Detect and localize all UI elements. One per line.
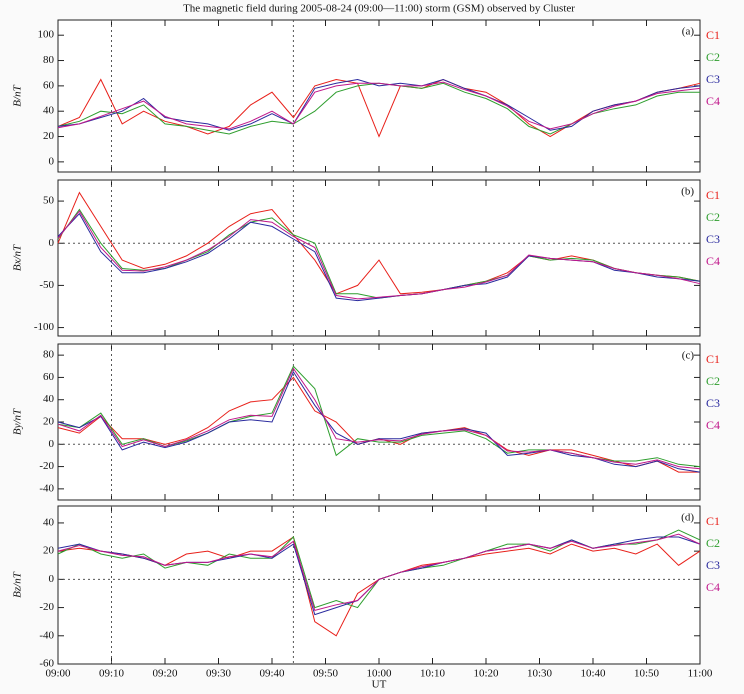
series-line <box>57 78 701 131</box>
legend-label: C1 <box>706 188 720 202</box>
y-tick-label: 40 <box>43 393 55 405</box>
y-axis-label: Bx/nT <box>12 244 24 271</box>
y-tick-label: -60 <box>39 658 54 670</box>
figure-title: The magnetic field during 2005-08-24 (09… <box>183 3 575 15</box>
legend-label: C4 <box>706 580 720 594</box>
y-tick-label: 60 <box>43 371 55 383</box>
legend-label: C1 <box>706 352 720 366</box>
y-axis-label: Bz/nT <box>12 571 24 598</box>
legend-label: C2 <box>706 536 720 550</box>
x-tick-label: 09:50 <box>313 668 339 680</box>
x-tick-label: 09:20 <box>152 668 178 680</box>
x-tick-label: 09:30 <box>206 668 232 680</box>
y-tick-label: 0 <box>49 155 55 167</box>
plot-area <box>57 179 701 337</box>
y-tick-label: -40 <box>39 629 54 641</box>
y-tick-label: 40 <box>43 516 55 528</box>
y-tick-label: 20 <box>43 545 55 557</box>
x-tick-label: 10:00 <box>366 668 392 680</box>
y-tick-label: 40 <box>43 105 55 117</box>
legend-label: C3 <box>706 396 720 410</box>
y-tick-label: 20 <box>43 416 55 428</box>
legend-label: C2 <box>706 374 720 388</box>
x-tick-label: 11:00 <box>688 668 713 680</box>
y-tick-label: 20 <box>43 130 55 142</box>
panel-label: (d) <box>681 512 694 524</box>
legend-label: C1 <box>706 514 720 528</box>
y-tick-label: 80 <box>43 54 55 66</box>
x-tick-label: 10:20 <box>473 668 499 680</box>
y-axis-label: By/nT <box>12 408 24 435</box>
y-tick-label: -20 <box>39 460 54 472</box>
series-line <box>57 367 701 470</box>
series-line <box>57 81 701 130</box>
panel-label: (b) <box>681 186 694 198</box>
y-tick-label: -50 <box>39 279 54 291</box>
x-tick-label: 09:40 <box>259 668 285 680</box>
plot-area <box>57 19 701 173</box>
legend-label: C1 <box>706 28 720 42</box>
x-axis-label: UT <box>372 679 387 691</box>
series-line <box>57 533 701 612</box>
x-tick-label: 10:30 <box>527 668 553 680</box>
y-tick-label: 0 <box>49 573 55 585</box>
y-tick-label: 60 <box>43 79 55 91</box>
x-tick-label: 10:50 <box>634 668 660 680</box>
legend-label: C2 <box>706 210 720 224</box>
y-tick-label: -20 <box>39 601 54 613</box>
y-axis-label: B/nT <box>12 84 24 106</box>
panel-label: (c) <box>682 350 695 362</box>
plot-area <box>57 505 701 665</box>
x-tick-label: 10:10 <box>420 668 446 680</box>
y-tick-label: 0 <box>49 438 55 450</box>
plot-area <box>57 343 701 501</box>
x-tick-label: 09:00 <box>45 668 71 680</box>
series-line <box>57 210 701 300</box>
y-tick-label: 80 <box>43 349 55 361</box>
y-tick-label: -40 <box>39 482 54 494</box>
panel-label: (a) <box>682 26 695 38</box>
y-tick-label: 100 <box>38 29 55 41</box>
legend-label: C3 <box>706 232 720 246</box>
legend-label: C2 <box>706 50 720 64</box>
x-tick-label: 10:40 <box>580 668 606 680</box>
legend-label: C4 <box>706 94 720 108</box>
y-tick-label: 0 <box>49 237 55 249</box>
x-tick-label: 09:10 <box>99 668 125 680</box>
legend-label: C3 <box>706 72 720 86</box>
y-tick-label: -100 <box>34 321 55 333</box>
legend-label: C3 <box>706 558 720 572</box>
legend-label: C4 <box>706 418 720 432</box>
y-tick-label: 50 <box>43 195 55 207</box>
legend-label: C4 <box>706 254 720 268</box>
